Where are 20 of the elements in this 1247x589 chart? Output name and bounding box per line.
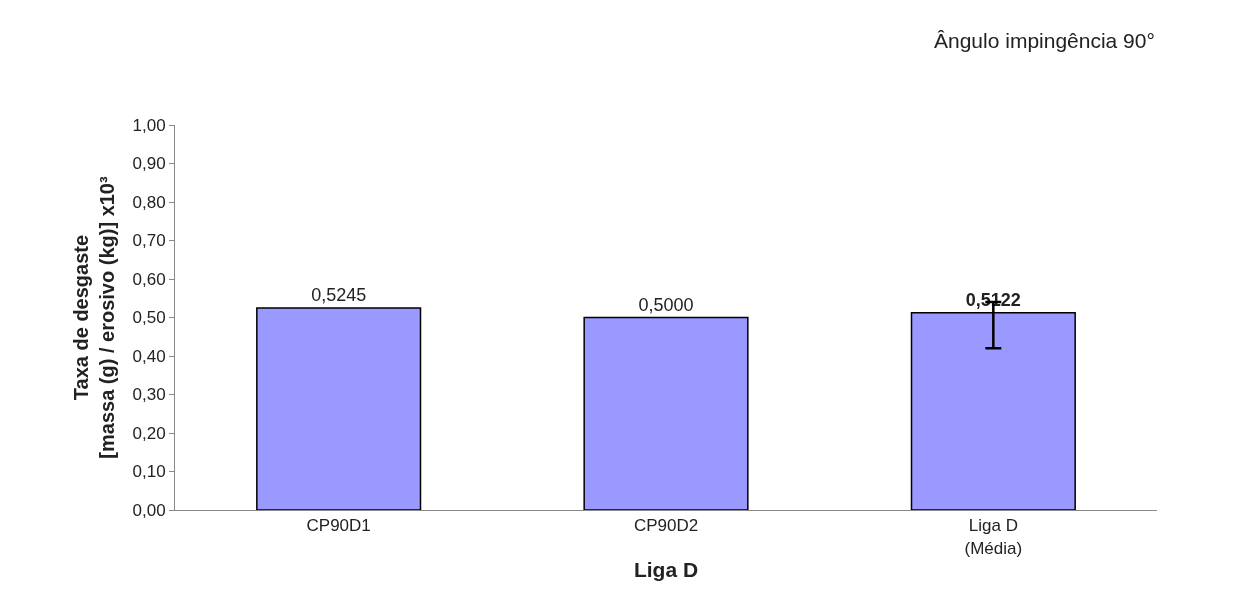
x-tick-label: CP90D2 bbox=[633, 516, 699, 536]
y-tick-label: 0,50 bbox=[132, 308, 166, 328]
y-axis-title: Taxa de desgaste [massa (g) / erosivo (kg)] x10³ bbox=[70, 176, 119, 459]
y-tick-label: 0,90 bbox=[132, 154, 166, 174]
chart-title: Ângulo impingência 90° bbox=[934, 29, 1155, 52]
y-tick-label: 0,60 bbox=[132, 269, 166, 289]
x-axis-title: Liga D bbox=[633, 557, 699, 581]
y-tick-label: 0,00 bbox=[132, 500, 166, 520]
x-tick-label: CP90D1 bbox=[306, 516, 371, 536]
data-label: 0,5245 bbox=[311, 285, 367, 306]
y-tick-label: 0,70 bbox=[132, 231, 166, 251]
y-tick-label: 0,80 bbox=[132, 192, 166, 212]
y-tick-label: 0,20 bbox=[132, 423, 166, 443]
y-tick-label: 0,40 bbox=[132, 346, 166, 366]
y-tick-label: 1,00 bbox=[132, 115, 166, 135]
x-tick-label: Liga D (Média) bbox=[964, 516, 1023, 558]
data-label: 0,5122 bbox=[965, 289, 1021, 310]
y-tick-label: 0,10 bbox=[132, 462, 166, 482]
data-label: 0,5000 bbox=[638, 294, 694, 315]
y-tick-label: 0,30 bbox=[132, 385, 166, 405]
